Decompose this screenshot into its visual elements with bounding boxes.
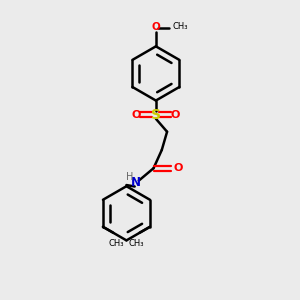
Text: CH₃: CH₃: [129, 238, 144, 247]
Text: O: O: [132, 110, 141, 120]
Text: CH₃: CH₃: [172, 22, 188, 32]
Text: CH₃: CH₃: [109, 238, 124, 247]
Text: H: H: [126, 172, 133, 182]
Text: O: O: [171, 110, 180, 120]
Text: S: S: [151, 108, 161, 122]
Text: O: O: [174, 163, 183, 173]
Text: N: N: [131, 176, 141, 190]
Text: O: O: [152, 22, 160, 32]
